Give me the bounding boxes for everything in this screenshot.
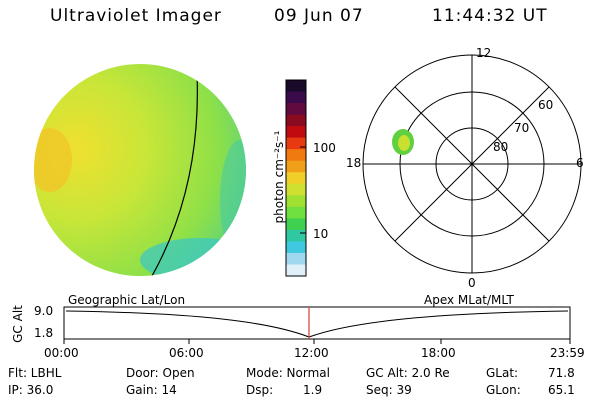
- colorbar-band: [286, 80, 306, 93]
- lat-label-80: 80: [493, 140, 509, 154]
- colorbar-band: [286, 91, 306, 104]
- timeline-y-axis-label: GC Alt: [11, 305, 25, 343]
- timeline-y-tick-bottom: 1.8: [34, 326, 54, 340]
- colorbar: [285, 79, 307, 277]
- timeline-x-tick-1800: 18:00: [421, 346, 456, 360]
- colorbar-band: [286, 172, 306, 185]
- info-gc-alt: GC Alt: 2.0 Re: [366, 366, 450, 380]
- colorbar-tick-10: 10: [313, 227, 329, 241]
- lat-label-60: 60: [538, 98, 554, 112]
- mlt-label-6: 6: [576, 156, 584, 170]
- lat-label-70: 70: [514, 121, 530, 135]
- observation-date: 09 Jun 07: [274, 6, 364, 26]
- mlt-label-0: 0: [468, 276, 476, 290]
- info-ip: IP: 36.0: [8, 383, 54, 397]
- colorbar-band: [286, 149, 306, 162]
- timeline-x-tick-0600: 06:00: [169, 346, 204, 360]
- timeline-x-tick-2359: 23:59: [550, 346, 585, 360]
- colorbar-band: [286, 126, 306, 139]
- info-seq: Seq: 39: [366, 383, 412, 397]
- polar-plot: [362, 54, 582, 274]
- info-glat-value: 71.8: [548, 366, 575, 380]
- timeline-left-title: Geographic Lat/Lon: [68, 293, 186, 307]
- timeline-y-tick-top: 9.0: [34, 304, 54, 318]
- colorbar-band: [286, 264, 306, 277]
- info-glat-label: GLat:: [486, 366, 519, 380]
- info-gain: Gain: 14: [126, 383, 177, 397]
- colorbar-band: [286, 183, 306, 196]
- terminator-line: [147, 73, 198, 276]
- observation-time: 11:44:32 UT: [432, 6, 548, 26]
- colorbar-band: [286, 206, 306, 219]
- info-glon-label: GLon:: [486, 383, 521, 397]
- colorbar-band: [286, 103, 306, 116]
- info-flt: Flt: LBHL: [8, 366, 62, 380]
- mlt-label-18: 18: [346, 156, 362, 170]
- uv-earth-image: [34, 64, 246, 276]
- colorbar-band: [286, 218, 306, 231]
- instrument-title: Ultraviolet Imager: [50, 6, 222, 26]
- colorbar-band: [286, 241, 306, 254]
- colorbar-band: [286, 160, 306, 173]
- colorbar-band: [286, 229, 306, 243]
- info-dsp-label: Dsp:: [246, 383, 274, 397]
- colorbar-label: photon cm⁻²s⁻¹: [272, 130, 286, 224]
- timeline-x-tick-0000: 00:00: [44, 346, 79, 360]
- auroral-blob: [392, 129, 414, 155]
- timeline-right-title: Apex MLat/MLT: [424, 293, 514, 307]
- timeline-x-tick-1200: 12:00: [294, 346, 329, 360]
- info-glon-value: 65.1: [548, 383, 575, 397]
- info-door: Door: Open: [126, 366, 195, 380]
- info-dsp-value: 1.9: [303, 383, 323, 397]
- colorbar-tick-100: 100: [313, 141, 336, 155]
- timeline-panel: [63, 306, 571, 344]
- mlt-label-12: 12: [476, 46, 492, 60]
- colorbar-band: [286, 137, 306, 150]
- info-mode: Mode: Normal: [246, 366, 330, 380]
- colorbar-band: [286, 252, 306, 266]
- colorbar-band: [286, 114, 306, 127]
- colorbar-band: [286, 195, 306, 208]
